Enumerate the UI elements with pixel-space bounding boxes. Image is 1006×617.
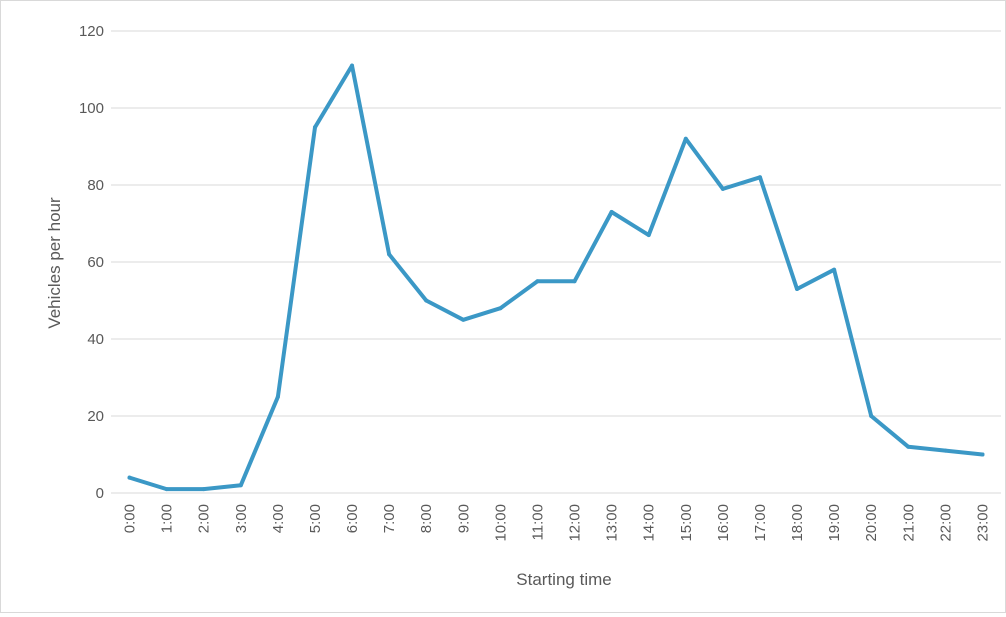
data-point-5-00 (312, 125, 317, 130)
y-tick-label-100: 100 (79, 100, 104, 117)
x-tick-label-5-00: 5:00 (307, 504, 324, 533)
x-tick-label-10-00: 10:00 (492, 504, 509, 542)
x-tick-label-8-00: 8:00 (418, 504, 435, 533)
x-tick-label-17-00: 17:00 (752, 504, 769, 542)
x-tick-label-22-00: 22:00 (937, 504, 954, 542)
x-tick-label-13-00: 13:00 (604, 504, 621, 542)
y-axis-title: Vehicles per hour (45, 197, 64, 329)
data-point-23-00 (980, 452, 985, 457)
y-tick-label-120: 120 (79, 23, 104, 40)
data-point-18-00 (795, 286, 800, 291)
x-tick-label-15-00: 15:00 (678, 504, 695, 542)
x-tick-label-3-00: 3:00 (233, 504, 250, 533)
data-point-7-00 (387, 252, 392, 257)
x-tick-label-14-00: 14:00 (641, 504, 658, 542)
data-point-22-00 (943, 448, 948, 453)
x-tick-label-6-00: 6:00 (344, 504, 361, 533)
data-point-17-00 (757, 175, 762, 180)
y-tick-label-0: 0 (96, 485, 104, 502)
data-point-10-00 (498, 306, 503, 311)
gridlines (111, 30, 1001, 494)
data-point-0-00 (127, 475, 132, 480)
series-line-0 (127, 63, 985, 492)
x-tick-label-19-00: 19:00 (826, 504, 843, 542)
x-tick-label-23-00: 23:00 (974, 504, 991, 542)
data-point-2-00 (201, 487, 206, 492)
data-point-3-00 (238, 483, 243, 488)
data-point-20-00 (869, 414, 874, 418)
data-point-8-00 (424, 298, 429, 303)
x-tick-label-4-00: 4:00 (270, 504, 287, 533)
data-point-15-00 (683, 136, 688, 141)
data-point-13-00 (609, 209, 614, 214)
y-axis-tick-labels: 0 20 40 60 80 100 120 (79, 23, 104, 502)
x-tick-label-21-00: 21:00 (900, 504, 917, 542)
x-tick-label-9-00: 9:00 (455, 504, 472, 533)
data-point-14-00 (646, 233, 651, 238)
data-point-11-00 (535, 279, 540, 284)
x-axis-title: Starting time (516, 570, 611, 589)
series-layer (127, 63, 985, 492)
data-point-12-00 (572, 279, 577, 284)
x-tick-label-20-00: 20:00 (863, 504, 880, 542)
x-tick-label-16-00: 16:00 (715, 504, 732, 542)
data-point-6-00 (350, 63, 355, 68)
data-point-16-00 (720, 186, 725, 191)
y-tick-label-60: 60 (87, 254, 104, 271)
data-point-21-00 (906, 444, 911, 449)
y-tick-label-40: 40 (87, 331, 104, 348)
x-tick-label-1-00: 1:00 (159, 504, 176, 533)
data-point-9-00 (461, 317, 466, 322)
x-tick-label-0-00: 0:00 (122, 504, 139, 533)
y-tick-label-20: 20 (87, 408, 104, 425)
y-tick-label-80: 80 (87, 177, 104, 194)
x-tick-label-11-00: 11:00 (529, 504, 546, 540)
x-tick-label-7-00: 7:00 (381, 504, 398, 533)
x-tick-label-18-00: 18:00 (789, 504, 806, 542)
x-axis-tick-labels: 0:00 1:00 2:00 3:00 4:00 5:00 6:00 7:00 8:00 9:00… (122, 504, 992, 542)
x-tick-label-12-00: 12:00 (567, 504, 584, 542)
x-tick-label-2-00: 2:00 (196, 504, 213, 533)
data-point-1-00 (164, 487, 169, 492)
data-point-19-00 (832, 267, 837, 272)
data-point-4-00 (275, 394, 280, 399)
